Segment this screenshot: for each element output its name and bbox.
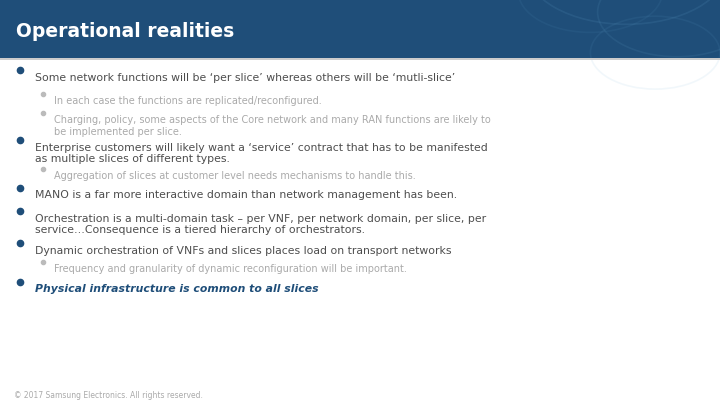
FancyBboxPatch shape: [0, 0, 720, 59]
Text: Operational realities: Operational realities: [16, 22, 234, 41]
FancyBboxPatch shape: [0, 58, 720, 60]
Text: © 2017 Samsung Electronics. All rights reserved.: © 2017 Samsung Electronics. All rights r…: [14, 391, 203, 400]
Text: MANO is a far more interactive domain than network management has been.: MANO is a far more interactive domain th…: [35, 190, 456, 200]
Text: In each case the functions are replicated/reconfigured.: In each case the functions are replicate…: [54, 96, 322, 107]
Text: Aggregation of slices at customer level needs mechanisms to handle this.: Aggregation of slices at customer level …: [54, 171, 415, 181]
Text: Enterprise customers will likely want a ‘service’ contract that has to be manife: Enterprise customers will likely want a …: [35, 143, 487, 164]
Text: Physical infrastructure is common to all slices: Physical infrastructure is common to all…: [35, 284, 318, 294]
Text: Dynamic orchestration of VNFs and slices places load on transport networks: Dynamic orchestration of VNFs and slices…: [35, 246, 451, 256]
Text: Charging, policy, some aspects of the Core network and many RAN functions are li: Charging, policy, some aspects of the Co…: [54, 115, 491, 136]
Text: Some network functions will be ‘per slice’ whereas others will be ‘mutli-slice’: Some network functions will be ‘per slic…: [35, 73, 455, 83]
Text: Orchestration is a multi-domain task – per VNF, per network domain, per slice, p: Orchestration is a multi-domain task – p…: [35, 214, 486, 235]
Text: Frequency and granularity of dynamic reconfiguration will be important.: Frequency and granularity of dynamic rec…: [54, 264, 407, 275]
